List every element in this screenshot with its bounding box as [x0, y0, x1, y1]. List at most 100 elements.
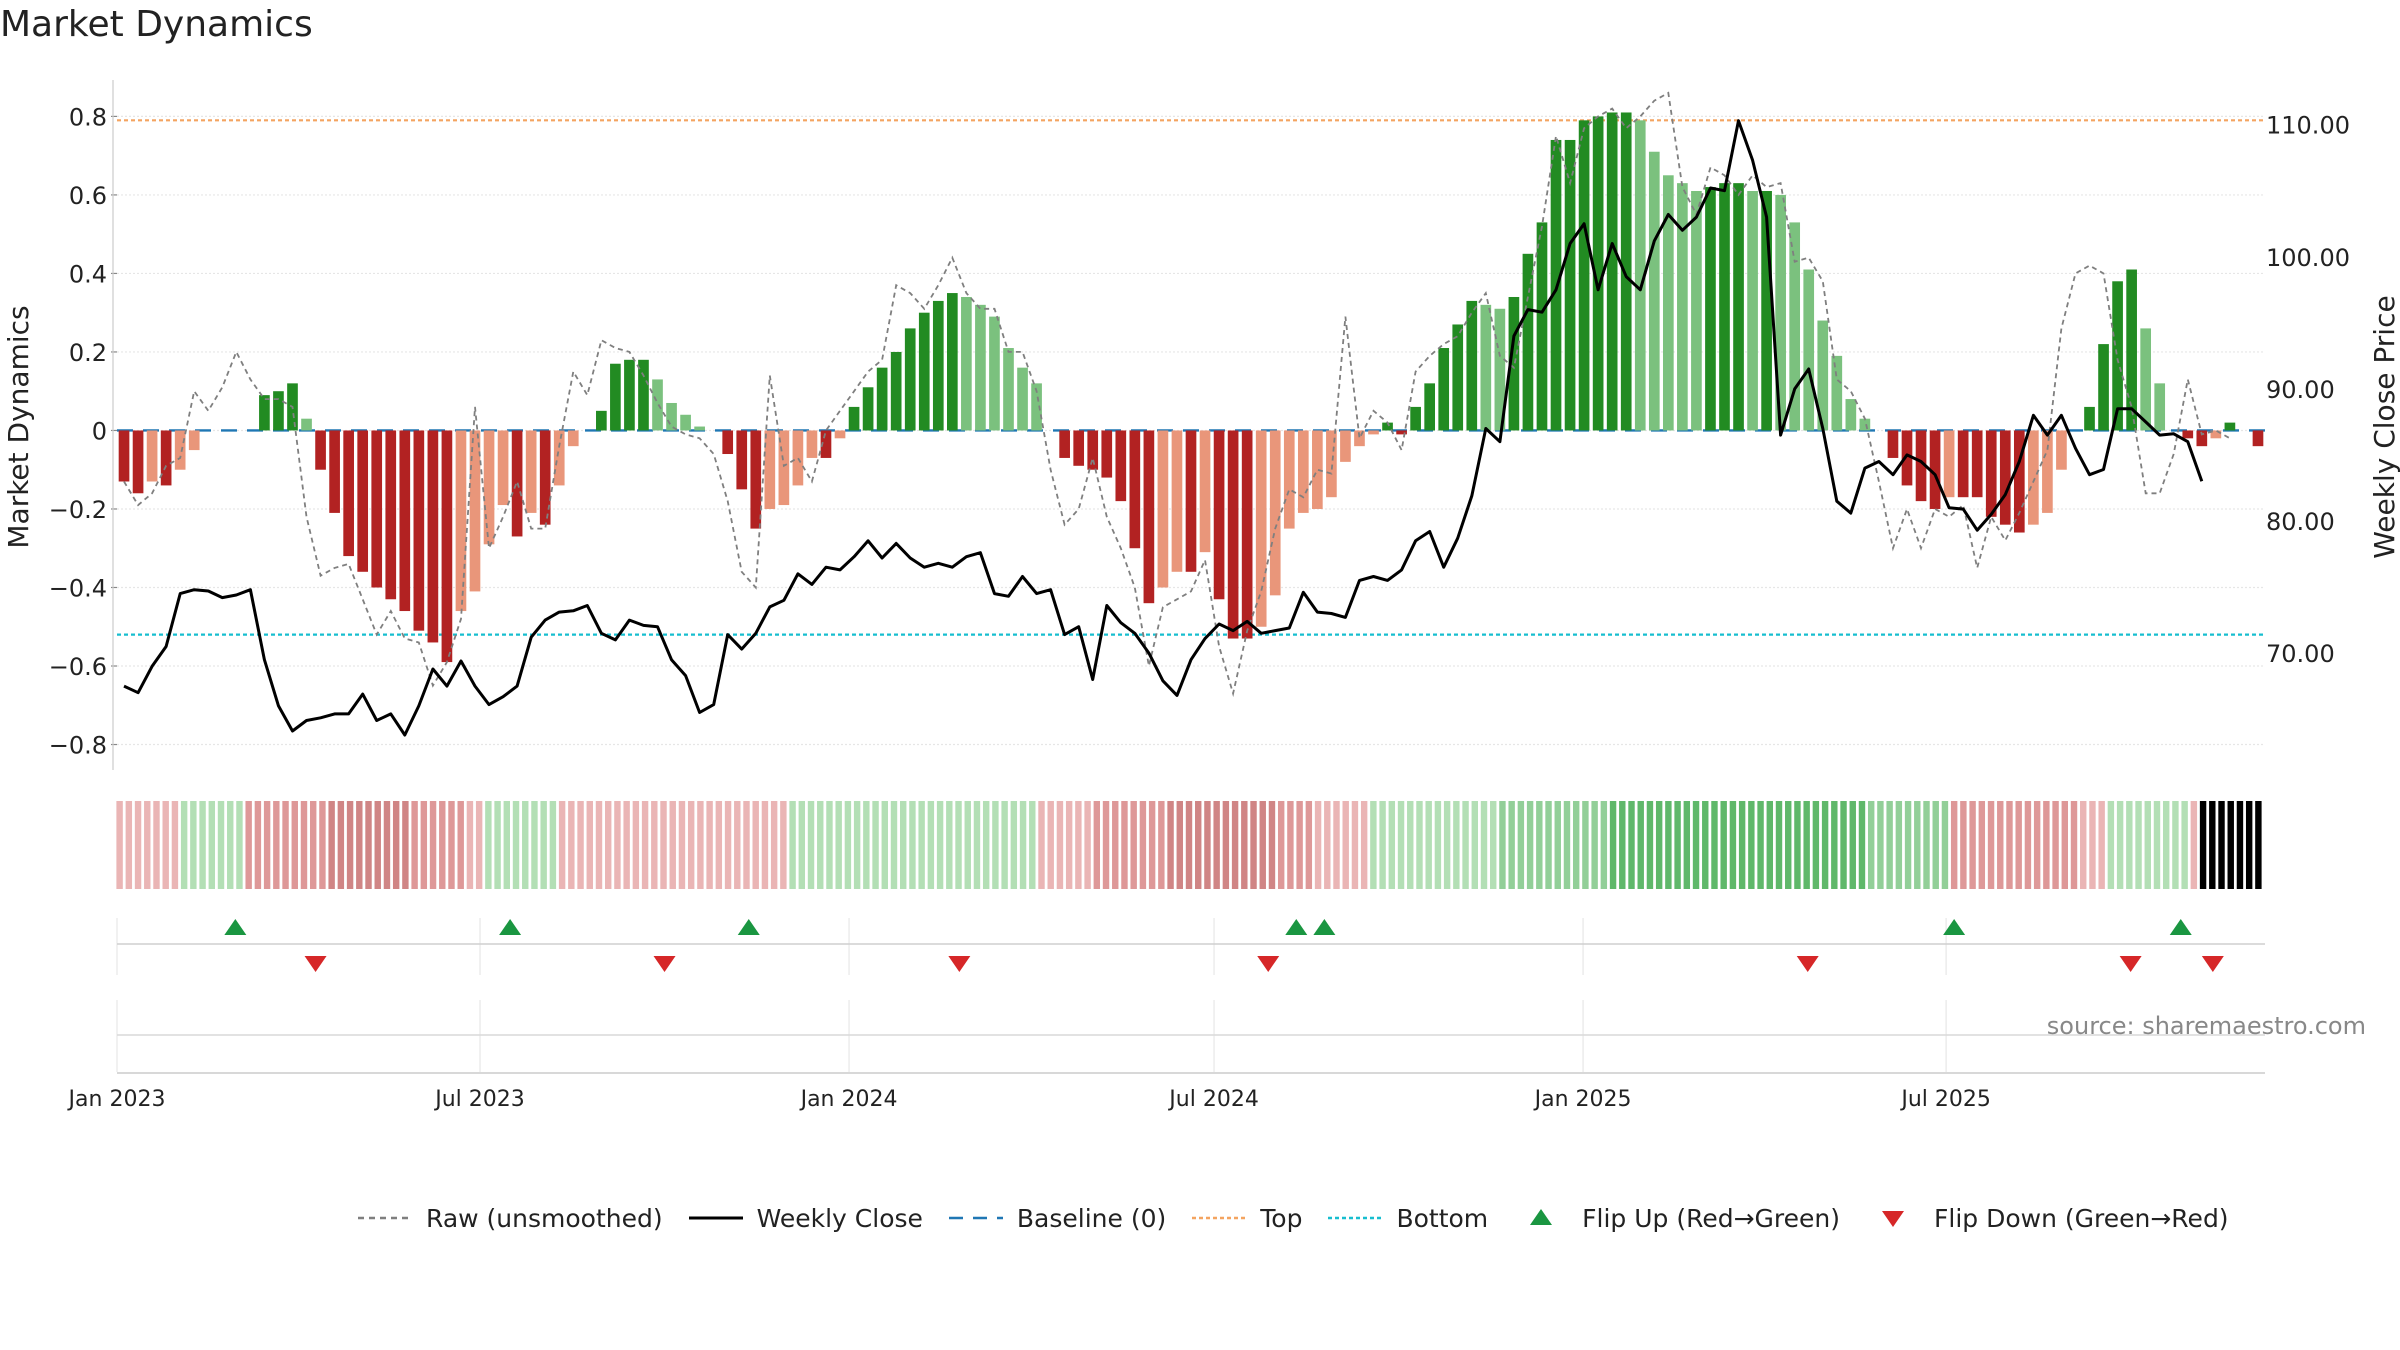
- market-dynamics-bar: [385, 430, 397, 600]
- regime-strip-cell: [1185, 801, 1193, 889]
- regime-strip-cell: [1490, 801, 1497, 889]
- regime-strip-cell: [1858, 801, 1866, 889]
- flip-down-marker: [1796, 956, 1819, 972]
- regime-strip-cell: [1904, 801, 1912, 889]
- market-dynamics-bar: [2210, 430, 2222, 439]
- market-dynamics-bar: [862, 387, 874, 431]
- left-tick-label: −0.6: [49, 653, 107, 681]
- regime-strip-cell: [724, 801, 732, 889]
- flip-up-marker: [499, 919, 522, 935]
- regime-strip-cell: [2015, 801, 2022, 889]
- regime-strip-cell: [1047, 801, 1054, 889]
- regime-strip-cell: [300, 801, 308, 889]
- regime-strip-cell: [1895, 801, 1903, 889]
- market-dynamics-bar: [539, 430, 551, 525]
- market-dynamics-bar: [1494, 308, 1506, 431]
- market-dynamics-bar: [1733, 183, 1744, 431]
- market-dynamics-bar: [1003, 348, 1014, 431]
- regime-strip-cell: [743, 801, 750, 889]
- legend-swatch-icon: [1882, 1211, 1905, 1227]
- regime-strip-cell: [1268, 801, 1276, 889]
- regime-strip-cell: [1849, 801, 1856, 889]
- market-dynamics-bar: [1157, 430, 1169, 588]
- regime-strip-cell: [863, 801, 870, 889]
- x-tick-label: Jan 2023: [67, 1087, 166, 1112]
- regime-strip-cell: [623, 801, 630, 889]
- market-dynamics-bar: [764, 430, 776, 509]
- regime-strip-cell: [227, 801, 234, 889]
- left-tick-label: −0.8: [49, 732, 107, 760]
- regime-strip-cell: [309, 801, 317, 889]
- regime-strip-cell: [531, 801, 538, 889]
- regime-strip-cell: [1563, 801, 1571, 889]
- market-dynamics-bar: [1227, 430, 1239, 639]
- regime-strip-cell: [614, 801, 621, 889]
- regime-strip-cell: [835, 801, 842, 889]
- regime-strip-cell: [273, 801, 280, 889]
- regime-strip-cell: [1517, 801, 1525, 889]
- regime-strip-cell: [1508, 801, 1515, 889]
- market-dynamics-bar: [1578, 120, 1590, 431]
- market-dynamics-bar: [624, 359, 635, 431]
- regime-strip-cell: [697, 801, 704, 889]
- regime-strip-cell: [1923, 801, 1930, 889]
- regime-strip-cell: [291, 801, 298, 889]
- regime-strip-cell: [1572, 801, 1580, 889]
- bar-series-layer: [118, 112, 2264, 663]
- market-dynamics-bar: [1396, 430, 1407, 435]
- regime-strip-cell: [282, 801, 289, 889]
- regime-strip-cell: [1812, 801, 1820, 889]
- regime-strip-cell: [1711, 801, 1718, 889]
- regime-strip-cell: [1886, 801, 1893, 889]
- market-dynamics-bar: [1859, 418, 1871, 431]
- regime-strip-cell: [245, 801, 252, 889]
- regime-strip-cell: [1305, 801, 1313, 889]
- regime-strip-cell: [199, 801, 206, 889]
- regime-strip-cell: [328, 801, 335, 889]
- regime-strip-cell: [346, 801, 354, 889]
- regime-strip-cell: [2181, 801, 2188, 889]
- market-dynamics-bar: [750, 430, 762, 529]
- regime-strip-cell: [1333, 801, 1340, 889]
- market-dynamics-bar: [2196, 430, 2208, 447]
- market-dynamics-bar: [1943, 430, 1955, 498]
- regime-strip-cell: [900, 801, 907, 889]
- regime-strip-cell: [1646, 801, 1654, 889]
- x-tick-label: Jul 2023: [433, 1087, 525, 1112]
- legend-label: Flip Up (Red→Green): [1582, 1203, 1841, 1233]
- regime-strip-cell: [1065, 801, 1073, 889]
- market-dynamics-bar: [259, 395, 270, 431]
- market-dynamics-bar: [989, 316, 1000, 431]
- regime-strip-cell: [1416, 801, 1423, 889]
- flip-up-marker: [224, 919, 247, 935]
- market-dynamics-bar: [2098, 344, 2109, 431]
- market-dynamics-bar: [1662, 175, 1674, 431]
- regime-strip-cell: [1296, 801, 1303, 889]
- market-dynamics-bar: [1999, 430, 2011, 525]
- market-dynamics-bar: [174, 430, 186, 470]
- regime-strip-cell: [1379, 801, 1386, 889]
- regime-strip-cell: [1775, 801, 1783, 889]
- regime-strip-cell: [1997, 801, 2004, 889]
- regime-strip-cell: [1176, 801, 1183, 889]
- regime-strip-cell: [411, 801, 418, 889]
- raw-unsmoothed-line: [123, 91, 2231, 698]
- market-dynamics-bar: [357, 430, 369, 572]
- regime-strip-cell: [1056, 801, 1064, 889]
- market-dynamics-bar: [792, 430, 804, 486]
- source-label: source: sharemaestro.com: [2047, 1012, 2366, 1040]
- regime-strip-cell: [1324, 801, 1331, 889]
- regime-strip-cell: [992, 801, 999, 889]
- flip-markers-panel: [117, 919, 2265, 972]
- regime-strip-cell: [641, 801, 649, 889]
- market-dynamics-bar: [2042, 430, 2053, 513]
- right-tick-label: 90.00: [2266, 376, 2335, 404]
- regime-strip-cell: [1019, 801, 1027, 889]
- regime-strip-cell: [190, 801, 197, 889]
- regime-strip-cell: [254, 801, 262, 889]
- market-dynamics-bar: [1255, 430, 1267, 627]
- market-dynamics-bar: [1031, 383, 1042, 431]
- regime-strip-cell: [2245, 801, 2253, 889]
- market-dynamics-bar: [1312, 430, 1323, 509]
- line-series-layer: [123, 91, 2231, 737]
